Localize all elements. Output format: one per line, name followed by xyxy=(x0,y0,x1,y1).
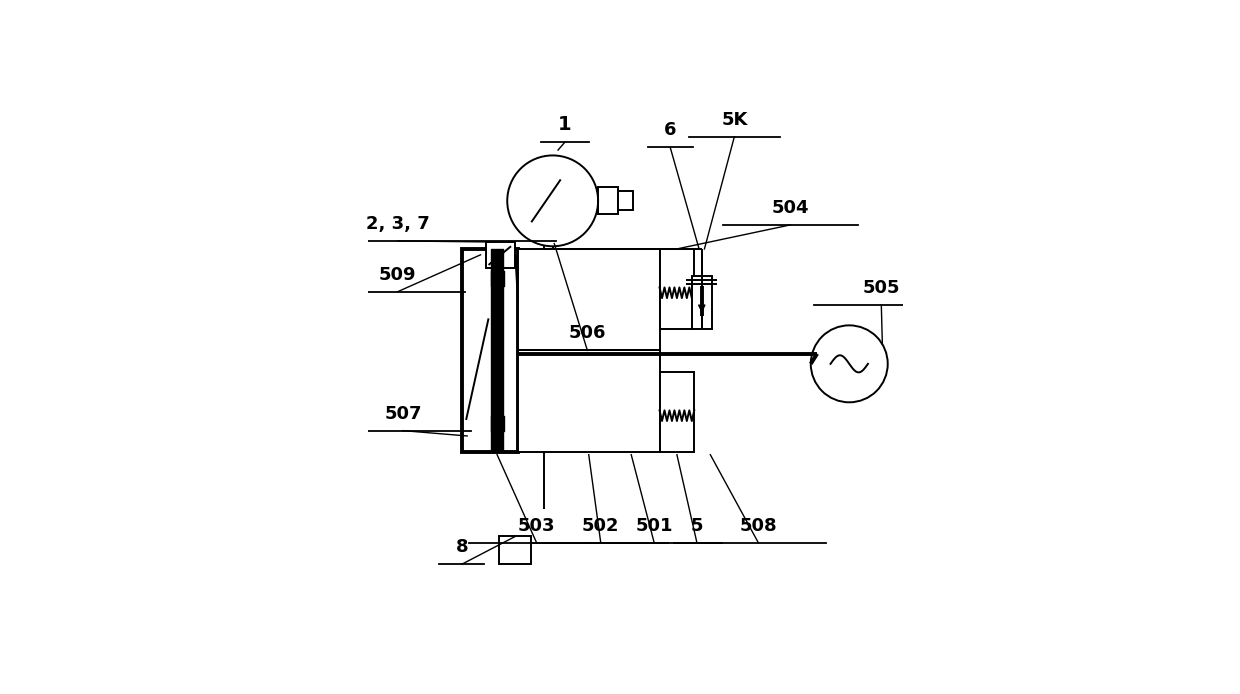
Text: 505: 505 xyxy=(863,279,900,297)
Text: 502: 502 xyxy=(582,517,620,535)
Bar xyxy=(692,276,712,329)
Text: 501: 501 xyxy=(635,517,673,535)
Bar xyxy=(660,372,694,452)
Text: 503: 503 xyxy=(518,517,556,535)
Bar xyxy=(660,249,694,329)
Bar xyxy=(518,249,660,350)
Bar xyxy=(486,242,516,268)
Text: 509: 509 xyxy=(379,266,417,284)
Bar xyxy=(619,192,634,210)
Bar xyxy=(500,536,531,564)
Text: 2, 3, 7: 2, 3, 7 xyxy=(366,215,429,233)
Text: 6: 6 xyxy=(663,121,677,139)
Text: 8: 8 xyxy=(455,539,469,556)
Text: 508: 508 xyxy=(739,517,777,535)
Bar xyxy=(518,350,660,452)
Text: 5K: 5K xyxy=(722,111,748,128)
Bar xyxy=(598,187,619,214)
Text: 507: 507 xyxy=(384,405,422,423)
Text: 506: 506 xyxy=(569,325,606,342)
Text: 1: 1 xyxy=(558,115,572,134)
Bar xyxy=(461,249,518,452)
Text: 504: 504 xyxy=(771,199,810,217)
Text: 5: 5 xyxy=(691,517,703,535)
